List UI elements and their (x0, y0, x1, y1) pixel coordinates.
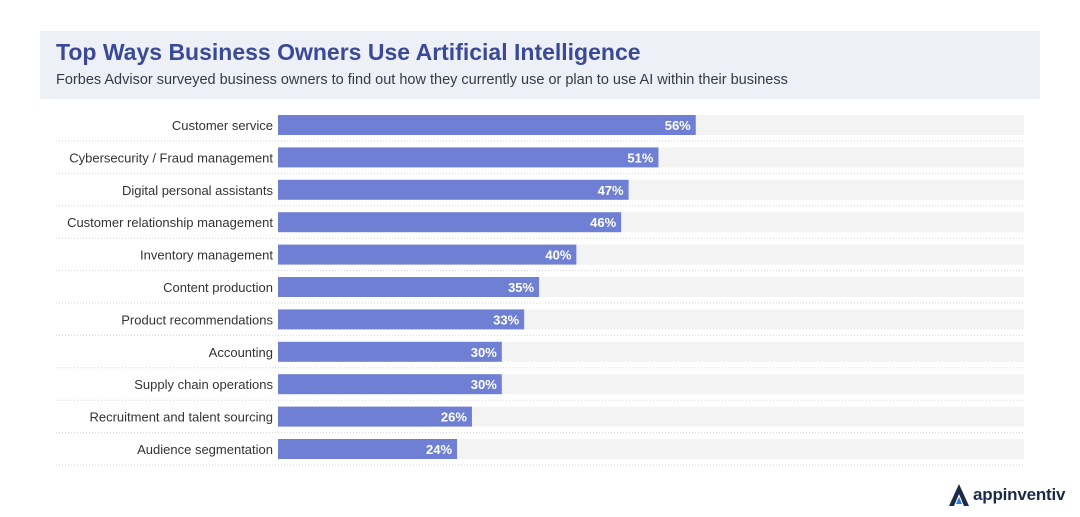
value-label: 51% (627, 150, 653, 165)
category-label: Audience segmentation (137, 442, 273, 457)
bar (278, 244, 577, 265)
value-label: 26% (441, 410, 467, 425)
value-label: 40% (545, 248, 571, 263)
category-label: Product recommendations (121, 312, 273, 327)
value-label: 33% (493, 312, 519, 327)
category-label: Accounting (209, 345, 273, 360)
value-label: 30% (471, 345, 497, 360)
value-label: 56% (665, 118, 691, 133)
bar (278, 115, 696, 135)
bar (278, 439, 458, 459)
bar (278, 179, 629, 200)
value-label: 46% (590, 215, 616, 230)
category-label: Digital personal assistants (122, 183, 274, 198)
bar (278, 212, 622, 233)
logo-text: appinventiv (973, 485, 1066, 504)
brand-logo: appinventiv (948, 482, 1065, 508)
category-label: Content production (163, 280, 273, 295)
value-label: 47% (598, 183, 624, 198)
value-label: 30% (471, 377, 497, 392)
bar (278, 309, 525, 330)
category-label: Recruitment and talent sourcing (89, 410, 273, 425)
value-label: 24% (426, 442, 452, 457)
chart-title: Top Ways Business Owners Use Artificial … (56, 39, 641, 65)
bar (278, 341, 502, 362)
chart-subtitle: Forbes Advisor surveyed business owners … (56, 72, 788, 88)
category-label: Customer relationship management (67, 215, 273, 230)
value-label: 35% (508, 280, 534, 295)
bar-track (278, 439, 1024, 459)
bar (278, 277, 540, 297)
bar (278, 374, 502, 395)
category-label: Inventory management (140, 248, 273, 263)
bar (278, 406, 472, 427)
chart-header: Top Ways Business Owners Use Artificial … (40, 31, 1040, 99)
category-label: Cybersecurity / Fraud management (69, 150, 273, 165)
appinventiv-logo-icon (949, 484, 969, 506)
bar (278, 147, 659, 168)
category-label: Supply chain operations (134, 377, 273, 392)
category-label: Customer service (172, 118, 273, 133)
